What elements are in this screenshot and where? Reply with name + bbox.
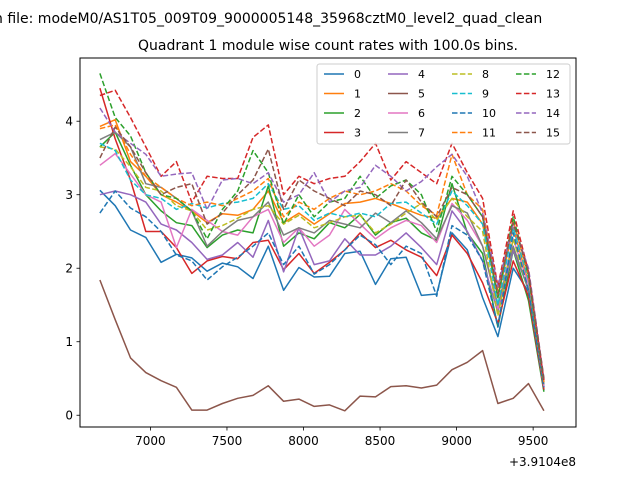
y-tick-label: 1	[65, 335, 73, 349]
legend-label-13: 13	[546, 88, 560, 101]
series-line-10	[99, 190, 545, 388]
legend-label-5: 5	[418, 88, 425, 101]
series-line-14	[99, 107, 545, 379]
legend-label-14: 14	[546, 107, 560, 120]
legend-label-3: 3	[354, 127, 361, 140]
series-line-9	[99, 142, 545, 383]
series-layer	[99, 73, 545, 412]
legend-box	[316, 63, 571, 145]
x-axis-offset-label: +3.9104e8	[509, 455, 576, 469]
series-line-1	[99, 118, 545, 388]
x-tick-label: 7500	[212, 434, 243, 448]
series-line-4	[99, 190, 545, 388]
series-line-13	[99, 89, 545, 381]
legend-label-6: 6	[418, 107, 425, 120]
series-line-15	[99, 126, 545, 379]
chart-title: Quadrant 1 module wise count rates with …	[138, 38, 518, 54]
x-tick-label: 7000	[135, 434, 166, 448]
series-line-6	[99, 152, 545, 386]
y-tick-label: 3	[65, 188, 73, 202]
x-tick-label: 9500	[518, 434, 549, 448]
legend-label-9: 9	[482, 88, 489, 101]
legend-label-0: 0	[354, 68, 361, 81]
x-tick-label: 8000	[288, 434, 319, 448]
legend-label-4: 4	[418, 68, 425, 81]
series-line-7	[99, 131, 545, 385]
legend-label-11: 11	[482, 127, 496, 140]
legend-label-12: 12	[546, 68, 560, 81]
x-tick-label: 9000	[441, 434, 472, 448]
series-line-8	[99, 146, 545, 383]
y-tick-label: 2	[65, 262, 73, 276]
y-tick-label: 0	[65, 409, 73, 423]
legend-label-10: 10	[482, 107, 496, 120]
series-line-3	[99, 87, 545, 390]
legend-label-1: 1	[354, 88, 361, 101]
axes-frame	[79, 57, 577, 428]
legend-label-7: 7	[418, 127, 425, 140]
legend-label-8: 8	[482, 68, 489, 81]
legend-label-2: 2	[354, 107, 361, 120]
x-tick-label: 8500	[365, 434, 396, 448]
y-tick-label: 4	[65, 115, 73, 129]
legend-label-15: 15	[546, 127, 560, 140]
tick-layer: 7000 7500 8000 8500 9000 9500 0 1 2 3 4	[65, 115, 548, 448]
figure-suptitle: n file: modeM0/AS1T05_009T09_9000005148_…	[0, 11, 542, 27]
series-line-5	[99, 279, 545, 412]
